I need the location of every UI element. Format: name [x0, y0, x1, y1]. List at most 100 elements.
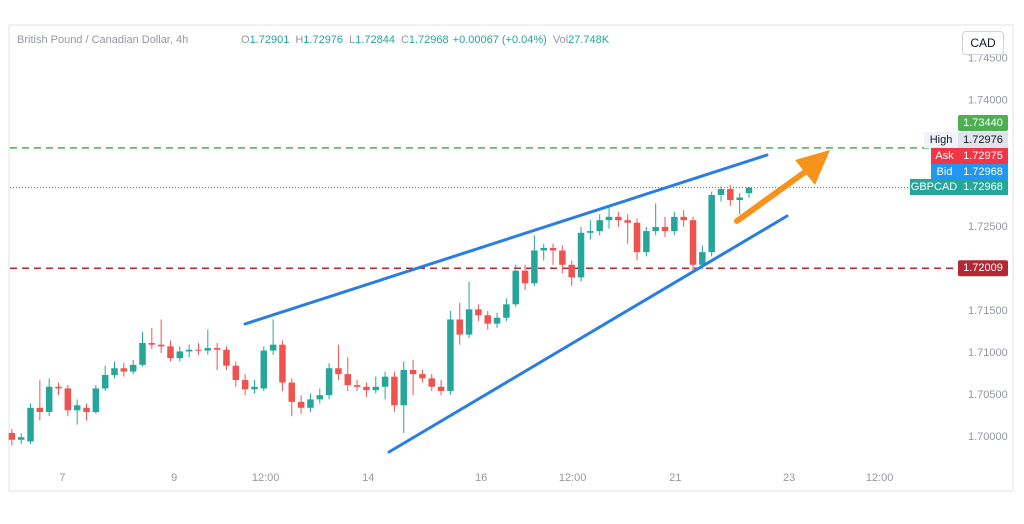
- x-tick-label: 16: [475, 472, 487, 484]
- candle-body: [64, 388, 72, 411]
- candle-body: [129, 364, 137, 372]
- candle-body: [596, 220, 603, 232]
- candle-body: [615, 216, 622, 221]
- quote-key: O: [241, 34, 250, 46]
- candle-body: [381, 376, 389, 387]
- chart-frame: [8, 24, 1014, 492]
- candle-body: [400, 369, 408, 406]
- candle-body: [36, 407, 44, 412]
- candle-body: [587, 231, 594, 233]
- candle-body: [484, 315, 491, 324]
- candle-body: [148, 343, 156, 345]
- price-tag-box: [958, 179, 1008, 195]
- candle-body: [260, 350, 268, 389]
- y-tick-label: 1.74000: [968, 95, 1008, 107]
- candle-body: [176, 351, 184, 359]
- price-tag-box: [958, 164, 1008, 180]
- candle-body: [8, 433, 16, 440]
- candle-body: [727, 189, 734, 200]
- candle-body: [307, 399, 314, 408]
- candle-body: [521, 270, 529, 284]
- price-tag-name: Ask: [935, 150, 954, 162]
- candle-body: [708, 194, 715, 253]
- candle-body: [120, 368, 128, 372]
- trend-line-upper: [243, 153, 769, 326]
- price-tag-label: 1.72975: [963, 150, 1003, 162]
- candle-body: [736, 197, 743, 200]
- arrow-shaft: [734, 169, 808, 224]
- price-tag-name: Bid: [937, 166, 953, 178]
- candle-body: [223, 349, 230, 366]
- volume-key: Vol: [553, 34, 568, 46]
- candle-body: [325, 368, 333, 396]
- candle-body: [372, 386, 380, 391]
- price-tags: 1.73440 1.72009 High 1.72976 Ask 1.72975 Bid 1.…: [910, 115, 1008, 277]
- quote-value: 1.72901: [250, 34, 290, 46]
- currency-button[interactable]: CAD: [962, 31, 1004, 55]
- candle-body: [409, 369, 417, 375]
- price-tag-box: [958, 132, 1008, 148]
- y-tick-label: 1.74500: [968, 53, 1008, 65]
- chart-title: British Pound / Canadian Dollar, 4h: [17, 34, 188, 46]
- candle-body: [316, 395, 324, 400]
- x-tick-label: 7: [59, 472, 65, 484]
- quote-line: O1.72901 H1.72976 L1.72844 C1.72968 +0.00067…: [241, 34, 610, 46]
- candle-body: [353, 385, 361, 387]
- quote-key: C: [401, 34, 409, 46]
- price-tag-label: 1.72968: [963, 181, 1003, 193]
- candle-body: [157, 344, 165, 347]
- y-tick-label: 1.72500: [968, 221, 1008, 233]
- candle-body: [251, 386, 258, 390]
- candle-body: [661, 226, 669, 232]
- candle-body: [185, 349, 193, 352]
- candle-body: [465, 309, 473, 335]
- candle-body: [699, 252, 706, 265]
- candle-body: [652, 226, 659, 232]
- price-tag-name-box: [931, 164, 958, 180]
- candle-body: [577, 232, 585, 278]
- x-tick-label: 12:00: [559, 472, 587, 484]
- plot: 1.70000 1.70500 1.71000 1.71500 1.72500 1.740…: [8, 53, 1008, 484]
- level-tag-label: 1.72009: [963, 262, 1003, 274]
- candle-body: [297, 401, 305, 408]
- price-tag-name-box: [924, 132, 958, 148]
- candle-body: [213, 348, 221, 350]
- candle-body: [680, 216, 687, 221]
- candle-body: [437, 386, 445, 391]
- candle-body: [540, 247, 547, 251]
- candle-body: [195, 349, 202, 351]
- candle-body: [447, 319, 454, 391]
- candle-body: [391, 376, 398, 406]
- candle-body: [624, 220, 631, 223]
- candle-body: [17, 437, 25, 440]
- x-tick-label: 21: [669, 472, 681, 484]
- candle-body: [568, 264, 575, 278]
- candle-body: [279, 344, 286, 383]
- price-tag-name: GBPCAD: [911, 181, 958, 193]
- candle-body: [344, 374, 352, 386]
- price-tag-label: 1.72976: [963, 134, 1003, 146]
- price-tag-name-box: [931, 148, 958, 164]
- y-tick-label: 1.70500: [968, 389, 1008, 401]
- candle-body: [55, 386, 62, 389]
- quote-value: 1.72968: [409, 34, 449, 46]
- candle-body: [493, 317, 501, 324]
- price-tag-label: 1.72968: [963, 166, 1003, 178]
- quote-key: L: [349, 34, 355, 46]
- candle-body: [27, 407, 34, 442]
- trend-line-lower: [387, 214, 789, 454]
- quote-change: +0.00067 (+0.04%): [453, 34, 547, 46]
- candle-body: [717, 189, 725, 195]
- y-tick-label: 1.70000: [968, 431, 1008, 443]
- level-tag: [958, 115, 1008, 131]
- x-tick-label: 23: [783, 472, 795, 484]
- price-tag-box: [958, 148, 1008, 164]
- candle-body: [45, 386, 53, 412]
- x-tick-label: 14: [362, 472, 374, 484]
- candle-body: [633, 222, 641, 253]
- candle-body: [559, 250, 566, 265]
- candle-body: [288, 382, 296, 402]
